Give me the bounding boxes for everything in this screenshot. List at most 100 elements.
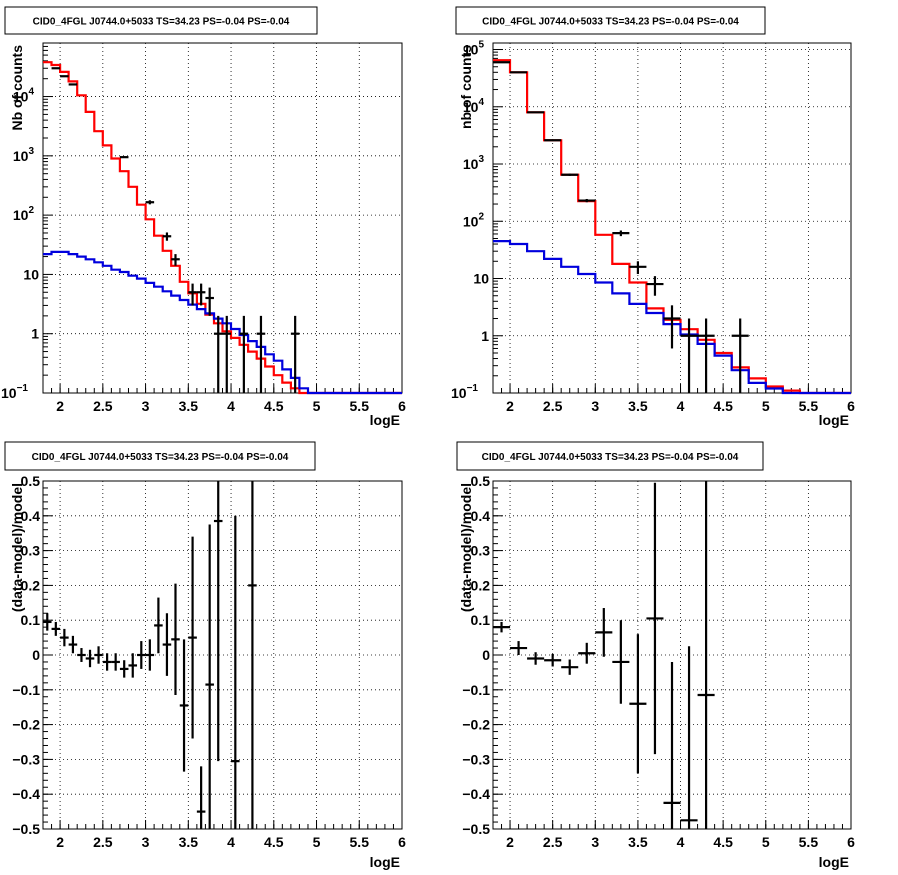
y-tick-label: 103 (463, 154, 485, 172)
data-point (171, 254, 180, 266)
data-point (646, 482, 664, 755)
data-point (680, 646, 698, 829)
data-point (85, 649, 95, 668)
data-point (697, 318, 715, 393)
data-point (612, 230, 630, 237)
y-tick-label: −0.1 (462, 682, 490, 698)
y-tick-label: 104 (463, 97, 485, 115)
data-point (578, 198, 596, 203)
x-tick-label: 6 (398, 398, 406, 414)
x-tick-label: 3.5 (628, 398, 648, 414)
data-point (60, 628, 69, 647)
x-tick-label: 2 (506, 834, 514, 850)
x-tick-label: 6 (847, 398, 855, 414)
x-tick-label: 2 (56, 398, 64, 414)
x-tick-label: 3.5 (628, 834, 648, 850)
x-tick-label: 2.5 (93, 398, 113, 414)
model-histogram-line (43, 61, 402, 395)
data-point (102, 653, 112, 671)
y-tick-label: 105 (463, 40, 485, 58)
x-tick-label: 5.5 (799, 834, 819, 850)
x-tick-label: 4.5 (713, 398, 733, 414)
x-tick-label: 2.5 (543, 834, 563, 850)
x-tick-label: 3 (591, 834, 599, 850)
y-tick-label: 0.4 (21, 508, 41, 524)
data-point (196, 283, 206, 306)
y-axis-title: (data-model)/model (9, 483, 25, 612)
y-tick-label: −0.3 (12, 751, 40, 767)
chart-top-right: CID0_4FGL J0744.0+5033 TS=34.23 PS=-0.04… (449, 0, 898, 437)
data-point (646, 276, 664, 296)
y-tick-label: 1 (481, 328, 489, 344)
y-tick-label: 102 (463, 211, 485, 229)
y-tick-label: 10 (473, 271, 489, 287)
data-point (43, 613, 52, 631)
chart-bottom-right: CID0_4FGL J0744.0+5033 TS=34.23 PS=-0.04… (449, 437, 898, 875)
x-axis-title: logE (819, 854, 849, 870)
y-tick-label: 104 (13, 87, 35, 105)
data-point (145, 200, 155, 205)
data-point (561, 173, 579, 176)
data-point (527, 652, 545, 665)
data-point (239, 315, 249, 393)
y-tick-label: −0.2 (12, 717, 40, 733)
y-tick-label: −0.2 (462, 717, 490, 733)
y-tick-label: −0.1 (12, 682, 40, 698)
background-histogram-line (493, 240, 851, 395)
y-tick-label: 0.2 (21, 577, 41, 593)
x-tick-label: 4.5 (264, 834, 284, 850)
x-tick-label: 3 (142, 398, 150, 414)
data-point (612, 620, 630, 704)
y-axis-title: (data-model)/model (458, 483, 474, 612)
data-point (290, 315, 300, 393)
y-tick-label: 0.4 (471, 508, 491, 524)
x-tick-label: 4 (227, 834, 235, 850)
x-tick-label: 4.5 (264, 398, 284, 414)
data-point (493, 621, 511, 633)
x-tick-label: 2 (56, 834, 64, 850)
x-tick-label: 5 (762, 398, 770, 414)
data-point (111, 653, 120, 671)
data-point (213, 315, 223, 393)
data-point (222, 315, 232, 393)
data-point (137, 641, 146, 669)
data-point (162, 613, 172, 676)
chart-top-left: CID0_4FGL J0744.0+5033 TS=34.23 PS=-0.04… (0, 0, 449, 437)
y-axis-title: nb of counts (458, 45, 474, 129)
data-point (205, 524, 214, 829)
y-tick-label: 0.5 (471, 473, 491, 489)
x-tick-label: 5.5 (350, 834, 370, 850)
plot-frame (42, 42, 403, 394)
x-tick-label: 5.5 (350, 398, 370, 414)
data-point (527, 111, 545, 114)
y-axis-title: Nb of counts (9, 45, 25, 131)
y-tick-label: 10 (23, 266, 39, 282)
data-point (162, 232, 172, 241)
y-tick-label: 0.2 (471, 577, 491, 593)
y-tick-label: 102 (13, 205, 35, 223)
x-axis-title: logE (370, 412, 400, 428)
chart-title: CID0_4FGL J0744.0+5033 TS=34.23 PS=-0.04… (33, 17, 290, 28)
x-tick-label: 3.5 (179, 834, 199, 850)
data-point (171, 583, 180, 696)
x-tick-label: 3 (591, 398, 599, 414)
data-point (248, 481, 257, 829)
x-tick-label: 5 (762, 834, 770, 850)
residuals-chart: CID0_4FGL J0744.0+5033 TS=34.23 PS=-0.04… (456, 441, 855, 870)
background-histogram-line (43, 250, 402, 395)
x-tick-label: 4 (677, 834, 685, 850)
x-tick-label: 4.5 (713, 834, 733, 850)
x-tick-label: 4 (227, 398, 235, 414)
x-axis-title: logE (370, 854, 400, 870)
x-tick-label: 2 (506, 398, 514, 414)
data-point (68, 635, 78, 654)
x-tick-label: 5.5 (799, 398, 819, 414)
y-tick-label: 0.1 (471, 612, 491, 628)
title-box (455, 6, 766, 35)
y-tick-label: −0.5 (12, 821, 40, 837)
y-tick-label: −0.4 (462, 786, 490, 802)
data-point (119, 156, 129, 159)
x-tick-label: 5 (313, 398, 321, 414)
data-point (77, 648, 86, 662)
x-tick-label: 3.5 (179, 398, 199, 414)
